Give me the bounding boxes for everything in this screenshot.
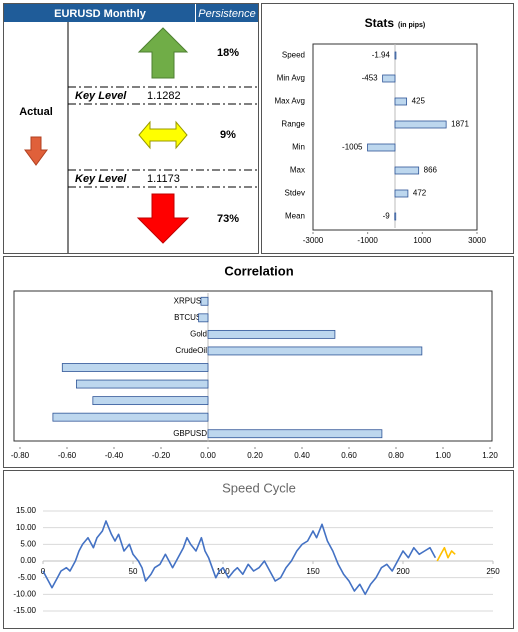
x-tick-label: -0.60 (58, 451, 77, 460)
bar (198, 313, 209, 323)
category-label: CrudeOil (175, 346, 207, 355)
category-label: Stdev (285, 189, 305, 198)
bar (207, 329, 336, 339)
bar (367, 143, 396, 152)
y-tick-label: 15.00 (16, 506, 37, 515)
x-tick-label: 3000 (468, 236, 486, 245)
x-tick-label: -0.20 (152, 451, 171, 460)
category-label: BTCUSD (174, 313, 207, 322)
key-level-label: Key Level (75, 173, 127, 185)
data-label: 425 (412, 97, 426, 106)
x-tick-label: 200 (396, 567, 410, 576)
y-tick-label: 10.00 (16, 523, 37, 532)
x-tick-label: 1.20 (482, 451, 498, 460)
category-label: Speed (282, 51, 305, 60)
bar (394, 189, 409, 198)
persistence-value: 18% (217, 47, 239, 59)
actual-label: Actual (19, 106, 53, 118)
series-line (42, 520, 437, 596)
bar (394, 212, 397, 221)
y-tick-label: -5.00 (18, 573, 37, 582)
x-tick-label: 250 (486, 567, 500, 576)
y-tick-label: 0.00 (20, 556, 36, 565)
key-level-label: Key Level (75, 90, 127, 102)
x-tick-label: 0.60 (341, 451, 357, 460)
correlation-panel (3, 256, 514, 468)
y-tick-label: -15.00 (13, 606, 36, 615)
data-label: 472 (413, 189, 427, 198)
bar (394, 120, 447, 129)
bar (382, 74, 396, 83)
header-bar (4, 4, 195, 22)
category-label: XRPUSD (174, 296, 208, 305)
chart-title: Correlation (224, 263, 293, 278)
panel-title: EURUSD Monthly (54, 8, 147, 20)
category-label: Mean (285, 212, 305, 221)
persistence-value: 9% (220, 129, 236, 141)
data-label: -1.94 (372, 51, 391, 60)
data-label: -9 (383, 212, 391, 221)
x-tick-label: 0.40 (294, 451, 310, 460)
data-label: -1005 (342, 143, 363, 152)
category-label: Range (281, 120, 305, 129)
bar (76, 379, 209, 389)
x-tick-label: -0.80 (11, 451, 30, 460)
persistence-label: Persistence (198, 8, 255, 20)
x-tick-label: 1000 (413, 236, 431, 245)
x-tick-label: -3000 (303, 236, 324, 245)
side-arrow (138, 120, 188, 150)
category-label: Min (292, 143, 305, 152)
y-tick-label: 5.00 (20, 539, 36, 548)
bar (92, 396, 209, 406)
category-label: GBPUSD (173, 429, 207, 438)
chart-title: Speed Cycle (222, 480, 296, 495)
key-level-value: 1.1282 (147, 90, 181, 102)
persistence-value: 73% (217, 213, 239, 225)
bar (207, 429, 383, 439)
x-tick-label: 150 (306, 567, 320, 576)
plot-frame (13, 290, 493, 442)
bar (394, 97, 408, 106)
bar (200, 296, 209, 306)
x-tick-label: 0.80 (388, 451, 404, 460)
category-label: Min Avg (277, 74, 305, 83)
data-label: 866 (424, 166, 438, 175)
x-tick-label: 0.20 (247, 451, 263, 460)
bar (394, 51, 397, 60)
persistence-panel (3, 3, 259, 254)
bar (61, 363, 209, 372)
x-tick-label: 50 (129, 567, 138, 576)
series-line (436, 546, 456, 562)
category-label: Max (290, 166, 305, 175)
bar (207, 346, 423, 356)
x-tick-label: 0.00 (200, 451, 216, 460)
key-level-value: 1.1173 (147, 173, 180, 185)
bar (52, 412, 209, 422)
up-arrow (137, 27, 189, 79)
data-label: -453 (362, 74, 379, 83)
category-label: Gold (190, 329, 207, 338)
x-tick-label: 1.00 (435, 451, 451, 460)
bar (394, 166, 420, 175)
x-tick-label: 100 (216, 567, 230, 576)
chart-title: Stats (365, 16, 395, 30)
down-arrow (136, 193, 190, 244)
chart-subtitle: (in pips) (398, 22, 425, 29)
category-label: Max Avg (274, 97, 305, 106)
data-label: 1871 (451, 120, 469, 129)
actual-arrow (24, 136, 48, 166)
y-tick-label: -10.00 (13, 589, 36, 598)
x-tick-label: -1000 (357, 236, 378, 245)
stats-panel (261, 3, 514, 254)
x-tick-label: -0.40 (105, 451, 124, 460)
header-bar (196, 4, 258, 22)
